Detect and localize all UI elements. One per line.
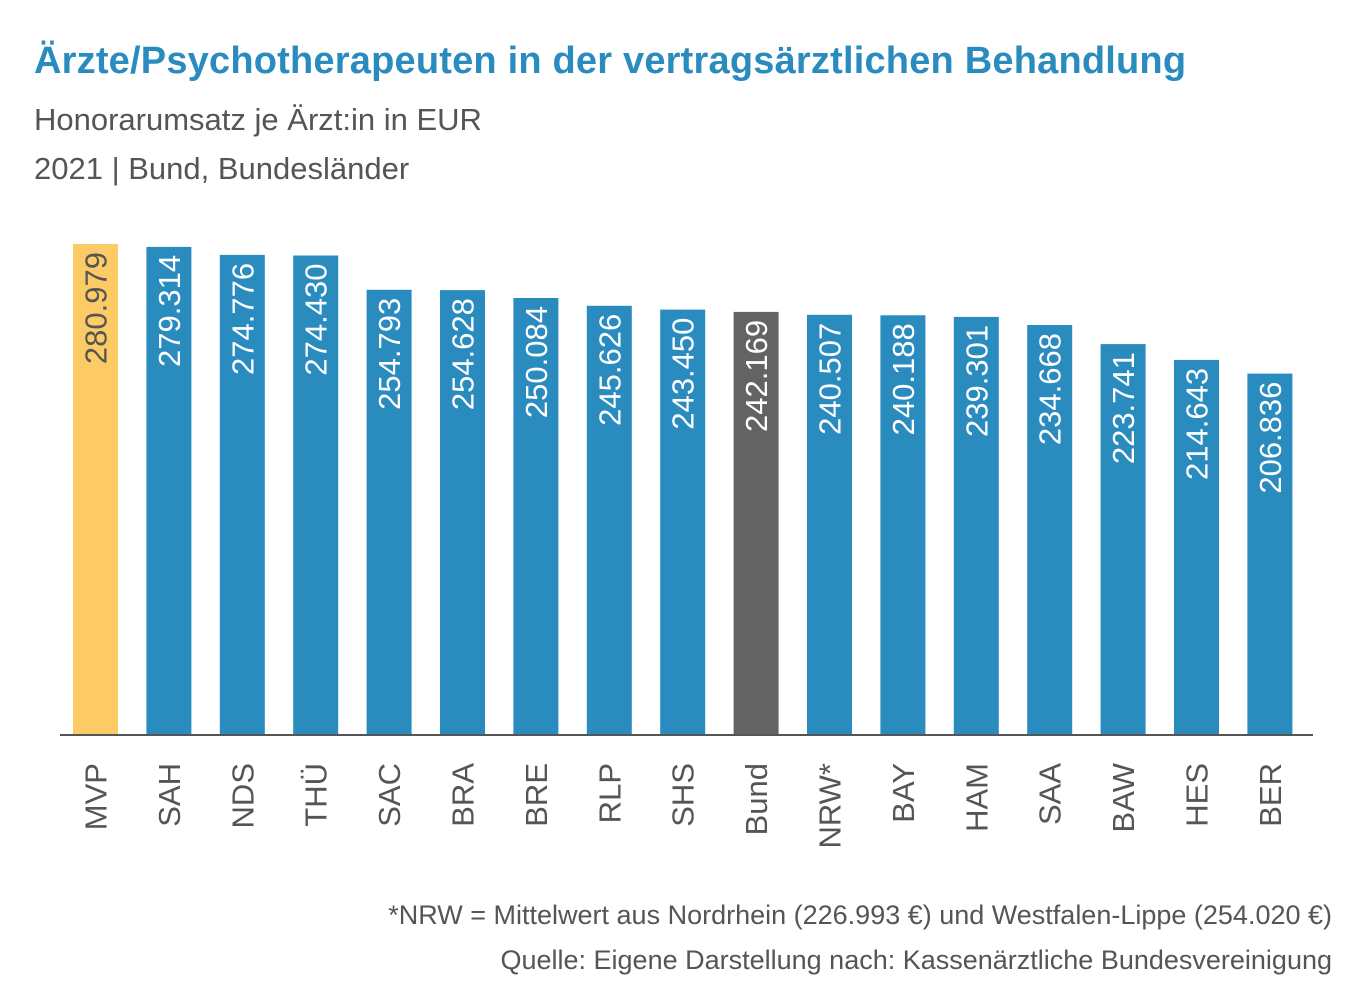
data-label: 274.430 xyxy=(299,264,334,376)
category-tick-label: Bund xyxy=(739,763,774,835)
data-label: 243.450 xyxy=(666,318,701,430)
category-tick-label: THÜ xyxy=(299,763,334,827)
data-label: 274.776 xyxy=(225,263,260,375)
bar-bund xyxy=(733,311,779,735)
bar-hes xyxy=(1174,359,1219,735)
bar-nrw xyxy=(807,314,852,735)
chart-subtitle-scope: 2021 | Bund, Bundesländer xyxy=(34,151,410,186)
data-label: 250.084 xyxy=(519,306,554,418)
data-label: 239.301 xyxy=(959,325,994,437)
category-tick-label: SAH xyxy=(152,763,187,827)
bar-sah xyxy=(146,246,192,735)
category-tick-label: SAC xyxy=(372,763,407,827)
bar-nds xyxy=(219,254,265,735)
category-tick-label: NRW* xyxy=(813,763,848,849)
category-tick-label: BAW xyxy=(1106,762,1141,832)
category-tick-label: BER xyxy=(1253,763,1288,827)
bar-chart: 280.979 MVP 279.314 SAH 274.776 NDS 274.430 THÜ… xyxy=(60,244,1313,849)
data-label: 234.668 xyxy=(1033,333,1068,445)
source-note: Quelle: Eigene Darstellung nach: Kassenä… xyxy=(500,945,1332,975)
bar-shs xyxy=(660,309,706,735)
data-label: 279.314 xyxy=(152,255,187,367)
category-tick-label: SAA xyxy=(1033,763,1068,825)
chart-subtitle-metric: Honorarumsatz je Ärzt:in in EUR xyxy=(34,102,482,137)
data-label: 240.188 xyxy=(886,323,921,435)
bar-saa xyxy=(1027,325,1073,735)
bar-bay xyxy=(880,315,926,735)
category-tick-label: HES xyxy=(1180,763,1215,827)
bar-ber xyxy=(1247,373,1293,735)
data-label: 254.793 xyxy=(372,298,407,410)
footnote-nrw: *NRW = Mittelwert aus Nordrhein (226.993… xyxy=(388,900,1332,930)
data-label: 242.169 xyxy=(739,320,774,432)
bar-rlp xyxy=(586,305,632,735)
bar-ham xyxy=(953,316,999,735)
category-tick-label: BRA xyxy=(446,763,481,827)
bar-sac xyxy=(366,289,412,735)
data-label: 214.643 xyxy=(1180,368,1215,480)
data-label: 240.507 xyxy=(813,323,848,435)
bar-bra xyxy=(440,290,485,735)
data-label: 254.628 xyxy=(446,298,481,410)
bar-baw xyxy=(1100,344,1146,735)
bar-bre xyxy=(513,298,559,735)
data-label: 223.741 xyxy=(1106,352,1141,464)
category-tick-label: SHS xyxy=(666,763,701,827)
data-label: 206.836 xyxy=(1253,382,1288,494)
data-label: 245.626 xyxy=(592,314,627,426)
category-tick-label: MVP xyxy=(79,763,114,830)
category-tick-label: HAM xyxy=(959,763,994,832)
category-tick-label: BAY xyxy=(886,763,921,823)
bar-mvp xyxy=(73,244,118,735)
category-tick-label: NDS xyxy=(225,763,260,828)
bar-thü xyxy=(293,255,339,735)
chart-title: Ärzte/Psychotherapeuten in der vertragsä… xyxy=(34,40,1187,82)
category-tick-label: RLP xyxy=(592,763,627,823)
data-label: 280.979 xyxy=(79,252,114,364)
category-tick-label: BRE xyxy=(519,763,554,827)
